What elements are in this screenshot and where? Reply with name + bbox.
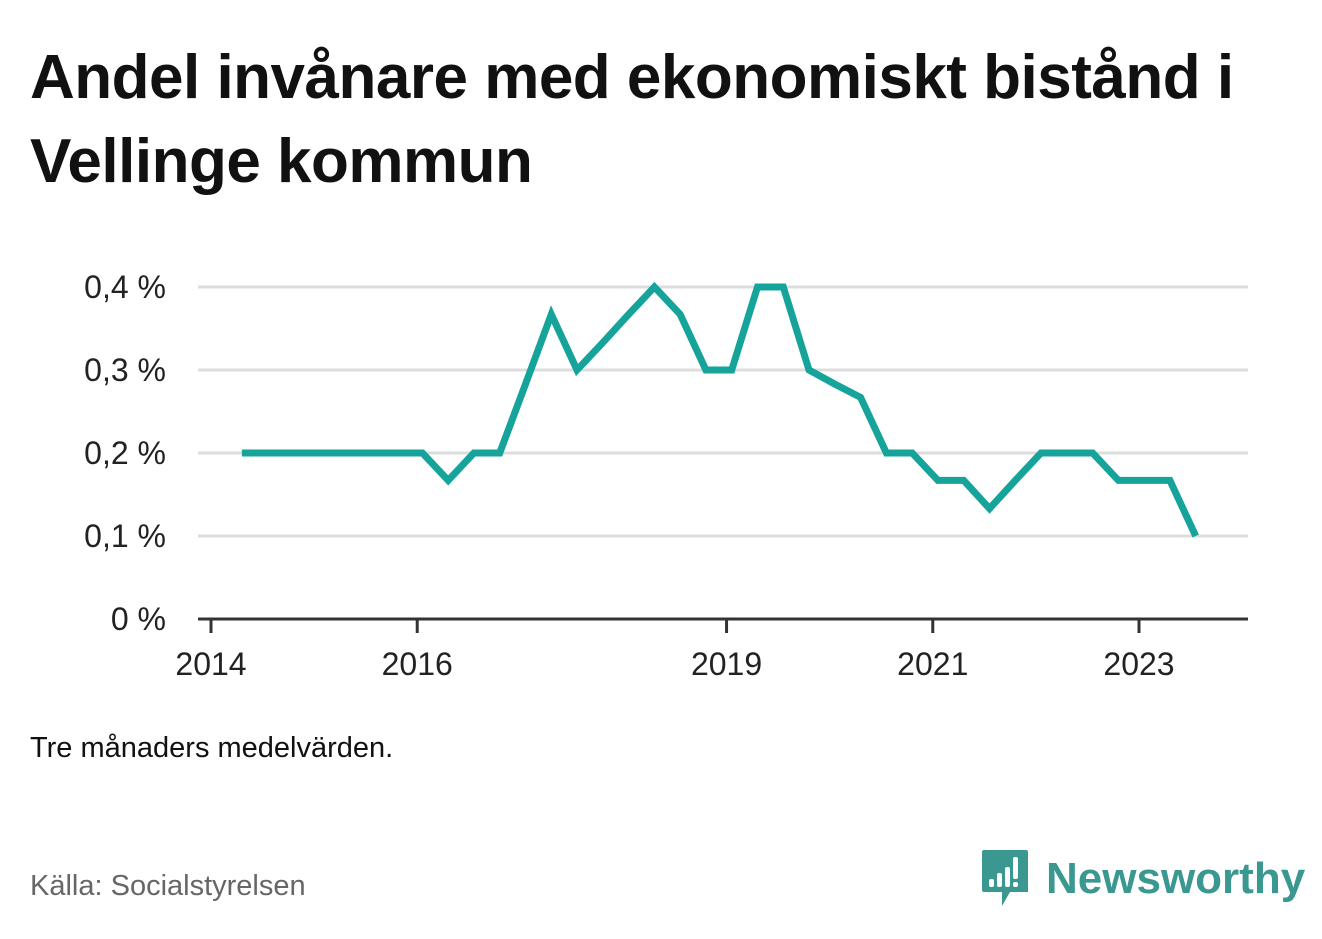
grid-lines [198,285,1248,538]
brand-name: Newsworthy [1046,854,1306,903]
series-layer [241,281,1199,538]
y-axis: 0 % 0,1 % 0,2 % 0,3 % 0,4 % [84,269,166,637]
chart-note: Tre månaders medelvärden. [30,732,394,764]
x-tick-label: 2019 [691,646,762,682]
chart-title: Andel invånare med ekonomiskt bistånd i … [30,43,1234,196]
y-tick-label: 0,1 % [84,518,166,554]
y-tick-label: 0 % [111,601,166,637]
x-tick-label: 2023 [1103,646,1174,682]
source-text: Källa: Socialstyrelsen [30,870,306,902]
series-line [241,281,1199,538]
newsworthy-logo-icon [982,850,1028,906]
x-tick-label: 2021 [897,646,968,682]
x-tick-label: 2016 [382,646,453,682]
x-tick-label: 2014 [175,646,246,682]
brand-logo: Newsworthy [980,848,1305,910]
y-tick-label: 0,2 % [84,435,166,471]
y-tick-label: 0,4 % [84,269,166,305]
x-axis: 2014 2016 2019 2021 2023 [175,617,1248,682]
y-tick-label: 0,3 % [84,352,166,388]
